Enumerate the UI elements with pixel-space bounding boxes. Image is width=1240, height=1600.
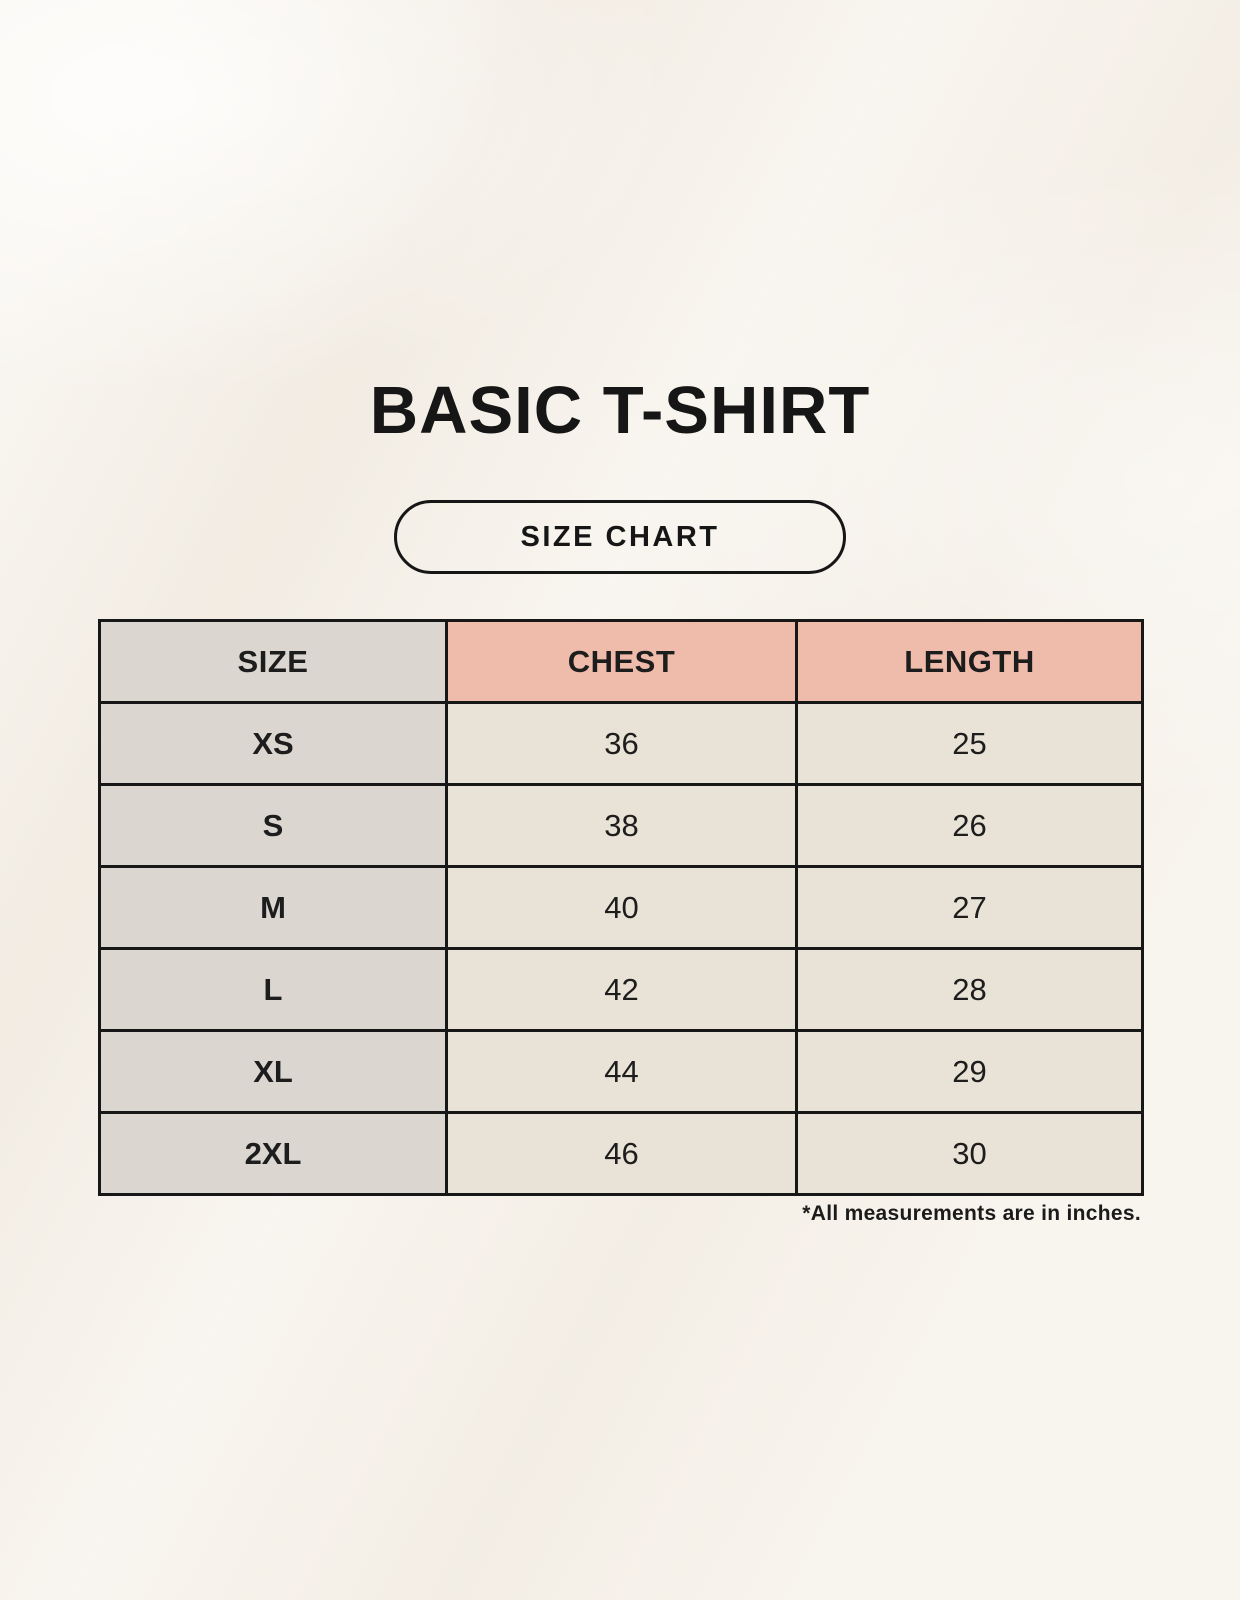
table-header-size: SIZE	[98, 619, 448, 704]
length-cell: 26	[795, 783, 1144, 868]
chest-cell: 44	[445, 1029, 798, 1114]
page-title: BASIC T-SHIRT	[369, 373, 871, 448]
table-row: S 38 26	[98, 783, 1144, 868]
chest-cell: 36	[445, 701, 798, 786]
size-cell: S	[98, 783, 448, 868]
chest-cell: 38	[445, 783, 798, 868]
length-cell: 30	[795, 1111, 1144, 1196]
size-cell: L	[98, 947, 448, 1032]
length-cell: 28	[795, 947, 1144, 1032]
size-cell: M	[98, 865, 448, 950]
size-cell: XS	[98, 701, 448, 786]
measurements-footnote: *All measurements are in inches.	[802, 1202, 1141, 1225]
size-cell: XL	[98, 1029, 448, 1114]
table-row: M 40 27	[98, 865, 1144, 950]
size-cell: 2XL	[98, 1111, 448, 1196]
table-header-row: SIZE CHEST LENGTH	[98, 619, 1144, 704]
length-cell: 25	[795, 701, 1144, 786]
chest-cell: 40	[445, 865, 798, 950]
table-header-length: LENGTH	[795, 619, 1144, 704]
chest-cell: 42	[445, 947, 798, 1032]
length-cell: 27	[795, 865, 1144, 950]
table-header-chest: CHEST	[445, 619, 798, 704]
table-row: 2XL 46 30	[98, 1111, 1144, 1196]
table-row: XS 36 25	[98, 701, 1144, 786]
table-row: XL 44 29	[98, 1029, 1144, 1114]
table-row: L 42 28	[98, 947, 1144, 1032]
chest-cell: 46	[445, 1111, 798, 1196]
length-cell: 29	[795, 1029, 1144, 1114]
size-chart-button[interactable]: SIZE CHART	[394, 500, 846, 574]
size-table: SIZE CHEST LENGTH XS 36 25 S 38 26 M 40 …	[98, 619, 1144, 1196]
